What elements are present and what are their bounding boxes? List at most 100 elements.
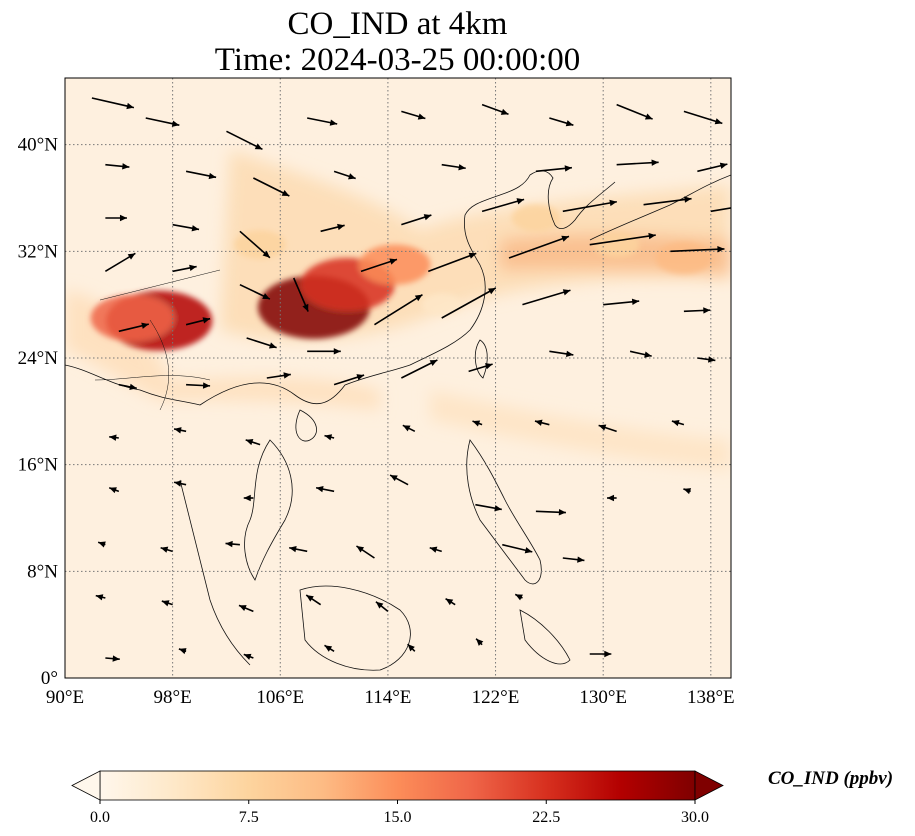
wind-arrow bbox=[266, 372, 291, 379]
wind-arrow bbox=[481, 198, 525, 213]
wind-arrow bbox=[320, 223, 345, 233]
wind-arrow bbox=[441, 163, 466, 171]
wind-arrow bbox=[427, 252, 477, 273]
wind-arrow bbox=[305, 594, 322, 606]
wind-arrow bbox=[109, 434, 119, 441]
wind-arrow bbox=[118, 322, 150, 333]
wind-arrow bbox=[292, 277, 309, 312]
wind-arrow bbox=[307, 348, 341, 355]
wind-arrow bbox=[562, 199, 617, 213]
wind-arrow bbox=[178, 648, 187, 655]
wind-arrow bbox=[472, 420, 483, 427]
wind-arrow bbox=[105, 214, 127, 222]
wind-arrow bbox=[475, 638, 484, 646]
coastlines bbox=[65, 170, 731, 671]
wind-arrow bbox=[243, 494, 254, 502]
wind-arrow bbox=[289, 545, 308, 553]
lat-tick-label: 8°N bbox=[27, 561, 58, 582]
wind-arrow bbox=[225, 540, 240, 548]
wind-arrow bbox=[238, 604, 254, 613]
wind-arrow bbox=[307, 117, 338, 126]
wind-arrow bbox=[683, 110, 723, 125]
wind-arrow bbox=[104, 252, 136, 273]
wind-arrow bbox=[108, 486, 120, 494]
wind-arrow bbox=[522, 289, 571, 306]
wind-arrow bbox=[243, 653, 254, 660]
lon-tick-label: 122°E bbox=[472, 687, 520, 708]
plume-2 bbox=[358, 244, 431, 285]
graticule bbox=[65, 78, 731, 678]
wind-arrow bbox=[616, 159, 659, 166]
wind-arrow bbox=[475, 503, 502, 512]
wind-arrow bbox=[239, 230, 271, 259]
wind-arrow bbox=[401, 359, 438, 379]
lon-tick-label: 138°E bbox=[687, 687, 735, 708]
wind-arrow bbox=[549, 350, 574, 358]
wind-arrow bbox=[315, 485, 335, 493]
wind-arrow bbox=[333, 374, 365, 386]
wind-arrow bbox=[161, 600, 173, 607]
wind-arrow bbox=[172, 223, 200, 232]
wind-arrow bbox=[549, 117, 574, 127]
background-field bbox=[65, 78, 731, 678]
lat-tick-label: 0° bbox=[41, 668, 58, 689]
wind-arrow bbox=[356, 545, 375, 559]
hainan-island-coastline bbox=[295, 409, 317, 442]
wind-arrow bbox=[173, 480, 187, 487]
wind-arrow bbox=[514, 593, 523, 601]
wind-arrow bbox=[534, 419, 550, 426]
wind-arrow bbox=[589, 650, 612, 658]
wind-arrow bbox=[374, 293, 423, 326]
colorbar-tick-label: 0.0 bbox=[90, 809, 110, 826]
wind-arrow bbox=[118, 383, 137, 391]
wind-arrow bbox=[91, 97, 135, 110]
wind-arrow bbox=[324, 644, 335, 653]
axis-labels: 90°E 98°E 106°E 114°E 122°E 130°E 138°E 0° 8°N 16… bbox=[18, 135, 735, 708]
wind-arrow bbox=[607, 494, 617, 502]
wind-arrow bbox=[173, 427, 187, 434]
colorbar-tick-label: 22.5 bbox=[532, 809, 560, 826]
borneo-coastline bbox=[299, 585, 411, 671]
wind-arrow bbox=[468, 363, 493, 373]
plume-4 bbox=[90, 294, 174, 342]
wind-arrow bbox=[401, 110, 426, 120]
lat-tick-label: 16°N bbox=[18, 455, 59, 476]
wind-arrow bbox=[145, 117, 180, 127]
wind-arrow bbox=[670, 246, 725, 253]
colorbar: 0.0 7.5 15.0 22.5 30.0 bbox=[71, 770, 724, 826]
wind-arrow bbox=[97, 541, 106, 548]
japan-coastline bbox=[589, 174, 731, 241]
colorbar-gradient bbox=[99, 770, 696, 801]
plume-6 bbox=[511, 204, 561, 232]
wind-arrow bbox=[683, 307, 711, 314]
wind-arrow bbox=[629, 350, 652, 358]
wind-arrow bbox=[160, 546, 173, 553]
lat-tick-label: 40°N bbox=[18, 135, 59, 156]
wind-arrow bbox=[185, 170, 217, 180]
map-plot-area bbox=[65, 78, 731, 678]
wind-arrow bbox=[562, 556, 585, 563]
wind-arrow bbox=[246, 337, 277, 349]
lat-tick-label: 32°N bbox=[18, 241, 59, 262]
plume-5 bbox=[234, 230, 286, 260]
wind-arrow bbox=[389, 474, 409, 486]
wind-arrow bbox=[445, 597, 456, 606]
wind-arrow bbox=[186, 382, 211, 389]
lon-tick-label: 90°E bbox=[46, 687, 84, 708]
colorbar-extend-min bbox=[71, 770, 101, 801]
wind-arrow bbox=[502, 543, 533, 554]
lon-tick-label: 114°E bbox=[364, 687, 411, 708]
colorbar-tick-label: 30.0 bbox=[681, 809, 709, 826]
wind-arrow bbox=[598, 424, 617, 433]
taiwan-coastline bbox=[474, 339, 488, 379]
wind-vectors bbox=[91, 97, 731, 662]
wind-arrow bbox=[441, 287, 497, 319]
wind-arrow bbox=[603, 298, 640, 306]
lon-tick-label: 106°E bbox=[256, 687, 304, 708]
wind-arrow bbox=[105, 163, 130, 170]
wind-arrow bbox=[683, 488, 692, 495]
wind-arrow bbox=[697, 356, 716, 363]
mainland-coastline bbox=[65, 170, 616, 406]
map-title: CO_IND at 4km bbox=[287, 6, 508, 42]
lon-tick-label: 130°E bbox=[579, 687, 627, 708]
